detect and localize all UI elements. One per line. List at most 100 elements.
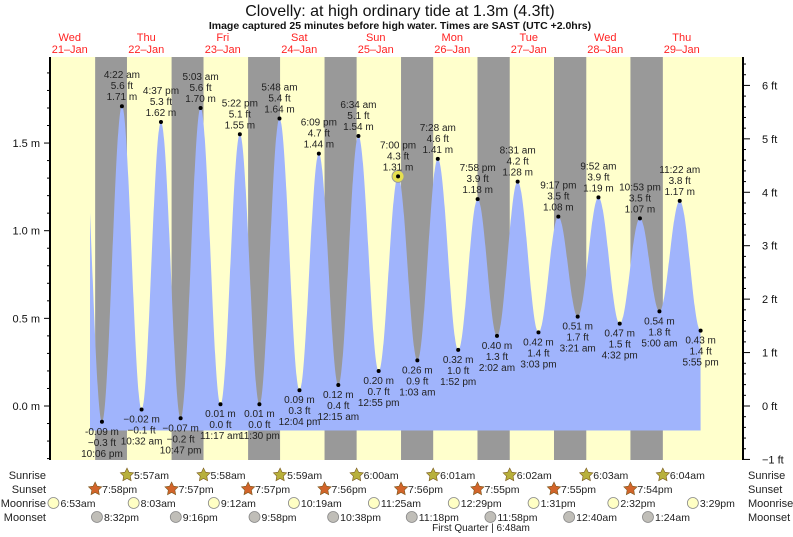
moonset-event: 11:58pm	[484, 511, 538, 524]
tide-label-m: 1.28 m	[502, 168, 533, 179]
sunset-time: 7:57pm	[255, 484, 290, 496]
moonrise-moon-icon	[447, 497, 460, 509]
left-axis-tick-label: 1.5 m	[12, 138, 40, 150]
moonset-time: 1:24am	[655, 512, 690, 524]
tide-point-dot	[158, 120, 163, 125]
tide-point-dot	[515, 179, 520, 184]
tide-point-dot	[257, 402, 262, 407]
high-tide-point: 8:31 am4.2 ft1.28 m	[500, 146, 536, 184]
tide-area	[90, 106, 701, 431]
moonrise-event: 11:25am	[367, 497, 421, 510]
tide-label-time: 7:58 pm	[460, 163, 496, 174]
tide-label-ft: 3.5 ft	[547, 192, 569, 203]
sunrise-star-icon	[502, 467, 518, 482]
moonset-moon-icon	[405, 511, 418, 523]
tide-point-dot	[178, 416, 183, 421]
sunrise-time: 6:03am	[593, 470, 628, 482]
right-axis-tick-label: 4 ft	[762, 187, 777, 199]
sunset-star-icon	[87, 481, 103, 496]
tide-label-m: 0.54 m	[644, 316, 675, 327]
tide-label-m: 1.55 m	[225, 120, 256, 131]
tide-label-time: 5:22 pm	[222, 98, 258, 109]
tide-point-dot	[336, 382, 341, 387]
sunset-star-icon	[240, 481, 256, 496]
tide-point-dot	[575, 314, 580, 319]
moonrise-moon-icon	[207, 497, 220, 509]
tide-label-time: 11:22 am	[659, 165, 700, 176]
moonrise-moon-icon	[287, 497, 300, 509]
tide-label-ft: 5.1 ft	[347, 111, 369, 122]
moonset-moon-icon	[248, 511, 261, 523]
left-axis-tick-label: 0.5 m	[12, 313, 40, 325]
sunset-event: 7:55pm	[546, 481, 596, 496]
moonset-event: 11:18pm	[405, 511, 459, 524]
tide-label-ft: 1.8 ft	[648, 327, 670, 338]
tide-point-dot	[198, 105, 203, 110]
moonset-time: 11:58pm	[497, 512, 537, 524]
tide-label-ft: 5.6 ft	[111, 81, 133, 92]
tide-label-time: 9:52 am	[580, 161, 616, 172]
tide-point-dot	[356, 134, 361, 139]
sunrise-event: 5:57am	[119, 467, 169, 482]
moonset-moon-icon	[642, 511, 654, 523]
day-label-dow: Sun	[366, 32, 386, 44]
tide-point-dot	[119, 104, 124, 109]
tide-label-time: 3:03 pm	[520, 359, 556, 370]
low-tide-point: 0.42 m1.4 ft3:03 pm	[520, 330, 557, 370]
tide-label-time: 10:06 pm	[81, 449, 123, 460]
low-tide-point: 0.51 m1.7 ft3:21 am	[560, 314, 596, 355]
sunrise-star-icon	[425, 467, 441, 482]
tide-point-dot	[475, 197, 480, 202]
moonset-time: 11:18pm	[419, 512, 459, 524]
moonrise-time: 11:25am	[381, 498, 421, 510]
sunrise-star-icon	[272, 467, 288, 482]
high-tide-point: 6:34 am5.1 ft1.54 m	[340, 100, 377, 139]
moonset-event: 8:32pm	[91, 511, 139, 524]
tide-label-m: 0.26 m	[402, 365, 433, 376]
tide-label-time: 6:34 am	[340, 100, 376, 111]
tide-label-ft: 1.7 ft	[567, 333, 589, 344]
tide-label-time: 4:22 am	[104, 70, 140, 81]
moonrise-moon-icon	[127, 497, 140, 509]
low-tide-point: 0.32 m1.0 ft1:52 pm	[440, 347, 476, 388]
tide-label-ft: 3.9 ft	[467, 174, 489, 185]
low-tide-point: 0.40 m1.3 ft2:02 am	[479, 333, 515, 374]
left-axis-tick-label: 0.0 m	[12, 401, 40, 413]
moonrise-event: 2:32pm	[607, 497, 656, 510]
tide-label-m: 0.42 m	[523, 337, 554, 348]
tide-label-m: 0.09 m	[284, 395, 315, 406]
sunset-time: 7:56pm	[408, 484, 443, 496]
tide-label-m: 1.18 m	[462, 185, 493, 196]
sunset-event: 7:55pm	[470, 481, 520, 496]
right-axis-tick-label: 3 ft	[762, 241, 777, 253]
tide-point-dot	[396, 174, 401, 179]
tide-label-ft: 4.2 ft	[507, 157, 529, 168]
tide-label-ft: 0.3 ft	[288, 406, 310, 417]
tide-label-m: 1.19 m	[583, 183, 614, 194]
right-axis-tick-label: 0 ft	[762, 401, 777, 413]
moonrise-moon-icon	[607, 497, 620, 509]
tide-label-time: 11:17 am	[200, 431, 241, 442]
moonrise-time: 2:32pm	[620, 498, 655, 510]
moonset-moon-icon	[563, 511, 576, 523]
tide-label-time: 6:09 pm	[301, 118, 337, 129]
tide-point-dot	[99, 419, 104, 424]
tide-label-time: 12:04 pm	[279, 417, 321, 428]
tide-label-time: 5:55 pm	[683, 358, 719, 369]
day-label-date: 22–Jan	[128, 44, 164, 56]
tide-label-m: −0.07 m	[162, 423, 198, 434]
day-label-dow: Sat	[291, 32, 308, 44]
tide-label-ft: 3.8 ft	[669, 176, 691, 187]
tide-point-dot	[556, 214, 561, 219]
tide-label-time: 9:17 pm	[540, 181, 576, 192]
sunset-event: 7:57pm	[240, 481, 290, 496]
tide-label-m: 1.07 m	[625, 204, 656, 215]
moonset-time: 10:38pm	[340, 512, 381, 524]
tide-label-time: 7:28 am	[420, 123, 456, 134]
moonset-moon-icon	[484, 511, 497, 523]
tide-point-dot	[297, 388, 302, 393]
